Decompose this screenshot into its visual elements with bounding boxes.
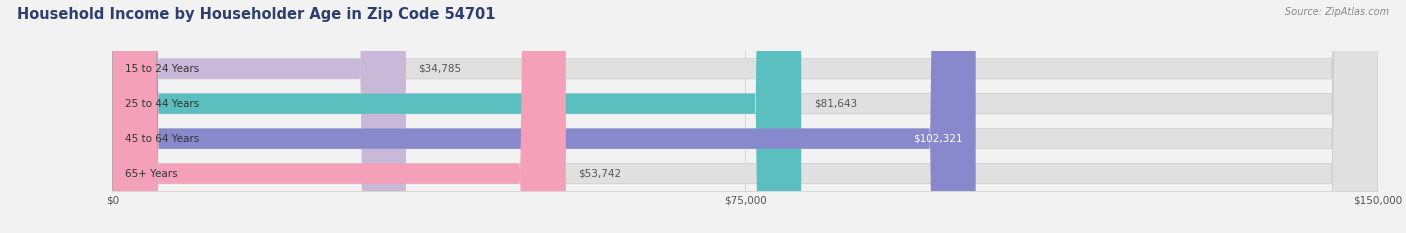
Text: $102,321: $102,321 bbox=[914, 134, 963, 144]
Text: 15 to 24 Years: 15 to 24 Years bbox=[125, 64, 200, 74]
Text: $34,785: $34,785 bbox=[419, 64, 461, 74]
Text: $53,742: $53,742 bbox=[578, 169, 621, 178]
Text: Household Income by Householder Age in Zip Code 54701: Household Income by Householder Age in Z… bbox=[17, 7, 495, 22]
Text: 65+ Years: 65+ Years bbox=[125, 169, 177, 178]
FancyBboxPatch shape bbox=[112, 0, 1378, 233]
Text: $81,643: $81,643 bbox=[814, 99, 858, 109]
Text: 25 to 44 Years: 25 to 44 Years bbox=[125, 99, 200, 109]
FancyBboxPatch shape bbox=[112, 0, 406, 233]
FancyBboxPatch shape bbox=[112, 0, 1378, 233]
FancyBboxPatch shape bbox=[112, 0, 1378, 233]
Text: 45 to 64 Years: 45 to 64 Years bbox=[125, 134, 200, 144]
FancyBboxPatch shape bbox=[112, 0, 1378, 233]
Text: Source: ZipAtlas.com: Source: ZipAtlas.com bbox=[1285, 7, 1389, 17]
FancyBboxPatch shape bbox=[112, 0, 565, 233]
FancyBboxPatch shape bbox=[112, 0, 801, 233]
FancyBboxPatch shape bbox=[112, 0, 976, 233]
